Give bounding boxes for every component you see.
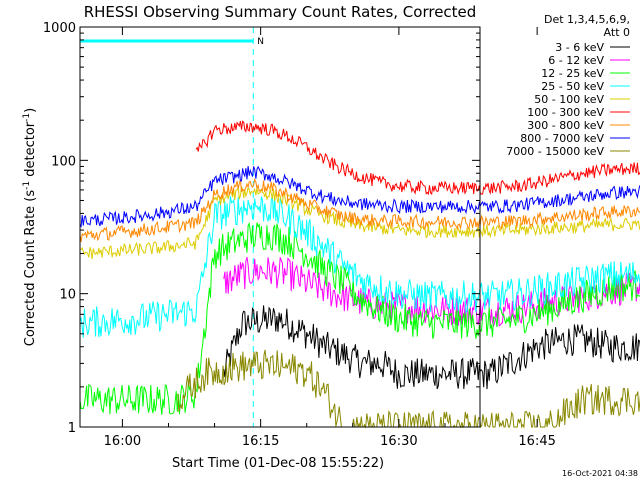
y-axis-label: Corrected Count Rate (s-1 detector-1) bbox=[22, 108, 38, 346]
series-line bbox=[195, 120, 640, 196]
legend-label: 3 - 6 keV bbox=[555, 41, 604, 54]
x-tick-label: 16:30 bbox=[380, 434, 417, 449]
y-tick-label: 1000 bbox=[43, 21, 76, 36]
series-line bbox=[79, 165, 640, 229]
plot-frame bbox=[79, 26, 481, 428]
legend-label: 12 - 25 keV bbox=[541, 67, 604, 80]
legend-header-attenuator: Att 0 bbox=[604, 26, 630, 39]
legend-label: 7000 - 15000 keV bbox=[506, 145, 604, 158]
series-line bbox=[223, 305, 640, 390]
series-line bbox=[79, 177, 640, 242]
x-tick-label: 16:45 bbox=[518, 434, 555, 449]
x-tick-label: 16:15 bbox=[242, 434, 279, 449]
legend-label: 100 - 300 keV bbox=[527, 106, 604, 119]
plot-area: N bbox=[79, 27, 640, 429]
legend-label: 25 - 50 keV bbox=[541, 80, 604, 93]
y-tick-label: 100 bbox=[51, 154, 76, 169]
y-tick-label: 10 bbox=[59, 288, 76, 303]
x-tick-label: 16:00 bbox=[104, 434, 141, 449]
series-line bbox=[223, 257, 640, 328]
y-tick-label: 1 bbox=[68, 421, 76, 436]
series-line bbox=[79, 194, 640, 338]
timestamp: 16-Oct-2021 04:38 bbox=[562, 469, 638, 478]
series-line bbox=[79, 221, 640, 415]
legend-header-detectors: Det 1,3,4,5,6,9, bbox=[544, 13, 630, 26]
series-line bbox=[79, 186, 640, 260]
chart-title: RHESSI Observing Summary Count Rates, Co… bbox=[84, 3, 477, 21]
legend-label: 6 - 12 keV bbox=[548, 54, 604, 67]
series-line bbox=[177, 349, 640, 429]
x-axis-label: Start Time (01-Dec-08 15:55:22) bbox=[172, 456, 384, 471]
legend-label: 300 - 800 keV bbox=[527, 119, 604, 132]
legend-label: 50 - 100 keV bbox=[534, 93, 604, 106]
attenuator-marker: N bbox=[257, 37, 264, 47]
y-axis: 1 10 100 1000 bbox=[43, 21, 480, 436]
legend-label: 800 - 7000 keV bbox=[520, 132, 604, 145]
